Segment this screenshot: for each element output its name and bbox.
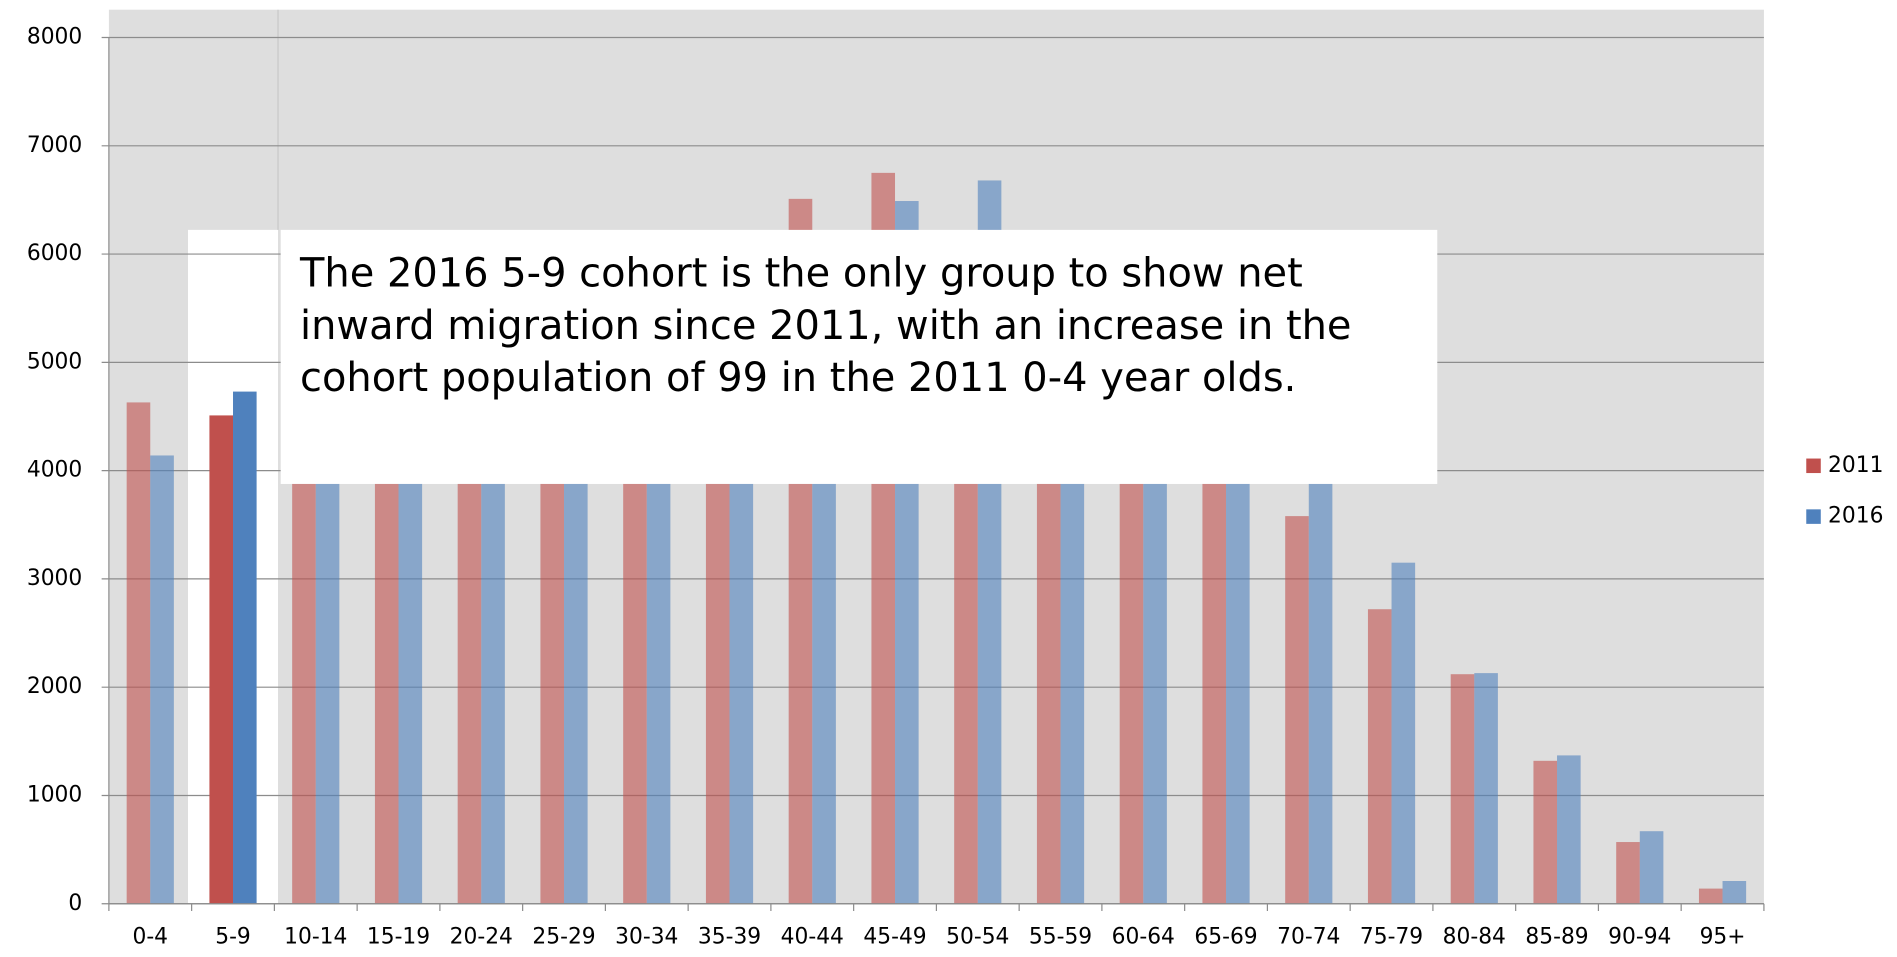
x-tick-label: 10-14 [284, 925, 347, 950]
x-tick-label: 25-29 [532, 925, 595, 950]
x-tick-label: 20-24 [450, 925, 513, 950]
bar [1557, 755, 1581, 904]
x-tick-label: 95+ [1700, 925, 1746, 950]
y-tick-label: 7000 [27, 133, 82, 158]
x-tick-label: 40-44 [781, 925, 844, 950]
bar [292, 384, 316, 904]
bar [623, 362, 647, 904]
bar [1616, 842, 1640, 904]
bar [233, 391, 257, 904]
x-tick-label: 0-4 [132, 925, 168, 950]
y-tick-label: 1000 [27, 782, 82, 807]
bar [150, 455, 174, 904]
bar [209, 415, 234, 904]
bar [374, 416, 399, 904]
x-tick-label: 65-69 [1194, 925, 1257, 950]
x-tick-label: 75-79 [1360, 925, 1423, 950]
bar [1474, 673, 1498, 904]
bar [1119, 394, 1144, 904]
x-tick-label: 80-84 [1443, 925, 1506, 950]
bar [1533, 760, 1558, 904]
y-tick-label: 4000 [27, 458, 82, 483]
y-tick-label: 2000 [27, 674, 82, 699]
x-tick-label: 55-59 [1029, 925, 1092, 950]
x-tick-label: 35-39 [698, 925, 761, 950]
bar [1639, 831, 1664, 904]
bar [1698, 888, 1723, 904]
x-tick-label: 15-19 [367, 925, 430, 950]
y-tick-label: 6000 [27, 241, 82, 266]
x-tick-label: 60-64 [1112, 925, 1175, 950]
annotation: The 2016 5-9 cohort is the only group to… [300, 249, 1352, 401]
bar [1450, 674, 1475, 904]
legend-label: 2016 [1828, 504, 1883, 529]
y-tick-label: 5000 [27, 349, 82, 374]
bar [1308, 438, 1333, 904]
y-tick-label: 3000 [27, 566, 82, 591]
x-tick-label: 70-74 [1277, 925, 1340, 950]
legend-label: 2011 [1828, 453, 1883, 478]
x-tick-label: 85-89 [1525, 925, 1588, 950]
y-tick-label: 0 [68, 891, 82, 916]
bar [1202, 427, 1227, 904]
y-tick-label: 8000 [27, 25, 82, 50]
annotation-box [280, 229, 1438, 484]
bar [540, 416, 565, 904]
bar [646, 394, 671, 904]
x-tick-label: 45-49 [863, 925, 926, 950]
bar [1226, 405, 1250, 904]
bar [1391, 562, 1416, 904]
bar [564, 438, 588, 904]
annotation-text: The 2016 5-9 cohort is the only group to… [300, 249, 1352, 401]
bar [398, 427, 423, 904]
x-tick-label: 5-9 [215, 925, 251, 950]
x-tick-label: 30-34 [615, 925, 678, 950]
x-tick-label: 90-94 [1608, 925, 1671, 950]
bar [1285, 516, 1309, 904]
bar [1367, 609, 1392, 904]
x-tick-label: 50-54 [946, 925, 1009, 950]
bar [126, 402, 151, 904]
bar [457, 438, 482, 904]
bar [315, 405, 340, 904]
bar [481, 448, 505, 904]
legend-swatch [1806, 458, 1821, 474]
legend-swatch [1806, 509, 1821, 524]
bar [1722, 881, 1747, 904]
